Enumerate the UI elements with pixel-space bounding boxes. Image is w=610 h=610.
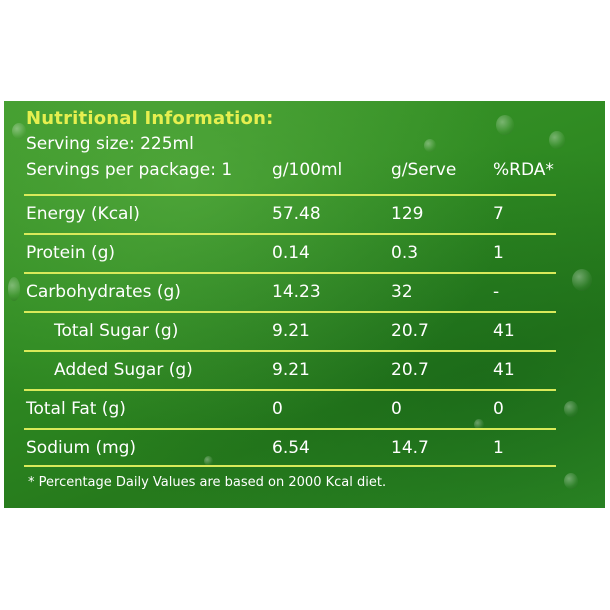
value-g100ml: 6.54	[272, 438, 310, 458]
value-g100ml: 9.21	[272, 360, 310, 380]
nutrient-name: Total Fat (g)	[26, 399, 126, 419]
table-divider	[24, 311, 556, 313]
table-row: Protein (g) 0.14 0.3 1	[4, 235, 605, 272]
table-divider	[24, 465, 556, 467]
table-row: Added Sugar (g) 9.21 20.7 41	[4, 352, 605, 389]
table-row: Energy (Kcal) 57.48 129 7	[4, 196, 605, 233]
value-g100ml: 14.23	[272, 282, 321, 302]
value-rda: 1	[493, 243, 504, 263]
nutrient-name: Added Sugar (g)	[54, 360, 193, 380]
table-divider	[24, 350, 556, 352]
value-g100ml: 0	[272, 399, 283, 419]
serving-size: Serving size: 225ml	[26, 134, 194, 154]
value-rda: 0	[493, 399, 504, 419]
table-row: Total Fat (g) 0 0 0	[4, 391, 605, 428]
nutrient-name: Sodium (mg)	[26, 438, 137, 458]
servings-per-package: Servings per package: 1	[26, 160, 233, 180]
value-gserve: 0.3	[391, 243, 419, 263]
footnote: * Percentage Daily Values are based on 2…	[28, 475, 387, 490]
water-droplet	[572, 269, 592, 291]
value-rda: 1	[493, 438, 504, 458]
table-row: Sodium (mg) 6.54 14.7 1	[4, 430, 605, 467]
value-rda: 41	[493, 321, 515, 341]
water-droplet	[564, 473, 578, 489]
label-title: Nutritional Information:	[26, 108, 274, 129]
water-droplet	[549, 131, 565, 149]
value-g100ml: 9.21	[272, 321, 310, 341]
nutrition-label-panel: Nutritional Information: Serving size: 2…	[4, 101, 605, 508]
value-gserve: 0	[391, 399, 402, 419]
value-rda: -	[493, 282, 500, 302]
header-row: Servings per package: 1 g/100ml g/Serve …	[4, 152, 605, 189]
value-rda: 41	[493, 360, 515, 380]
column-header-gserve: g/Serve	[391, 160, 457, 180]
water-droplet	[8, 277, 20, 301]
water-droplet	[204, 456, 213, 466]
nutrient-name: Energy (Kcal)	[26, 204, 140, 224]
water-droplet	[496, 115, 514, 135]
table-divider	[24, 428, 556, 430]
water-droplet	[12, 123, 26, 139]
table-divider	[24, 389, 556, 391]
value-g100ml: 57.48	[272, 204, 321, 224]
value-gserve: 20.7	[391, 321, 429, 341]
water-droplet	[564, 401, 578, 417]
nutrient-name: Carbohydrates (g)	[26, 282, 181, 302]
value-gserve: 129	[391, 204, 424, 224]
water-droplet	[474, 419, 484, 430]
value-gserve: 32	[391, 282, 413, 302]
table-row: Total Sugar (g) 9.21 20.7 41	[4, 313, 605, 350]
value-rda: 7	[493, 204, 504, 224]
table-row: Carbohydrates (g) 14.23 32 -	[4, 274, 605, 311]
column-header-rda: %RDA*	[493, 160, 554, 180]
nutrient-name: Total Sugar (g)	[54, 321, 179, 341]
water-droplet	[424, 139, 436, 152]
value-gserve: 14.7	[391, 438, 429, 458]
column-header-g100ml: g/100ml	[272, 160, 343, 180]
table-divider	[24, 272, 556, 274]
value-g100ml: 0.14	[272, 243, 310, 263]
value-gserve: 20.7	[391, 360, 429, 380]
table-divider	[24, 233, 556, 235]
nutrient-name: Protein (g)	[26, 243, 116, 263]
table-divider	[24, 194, 556, 196]
